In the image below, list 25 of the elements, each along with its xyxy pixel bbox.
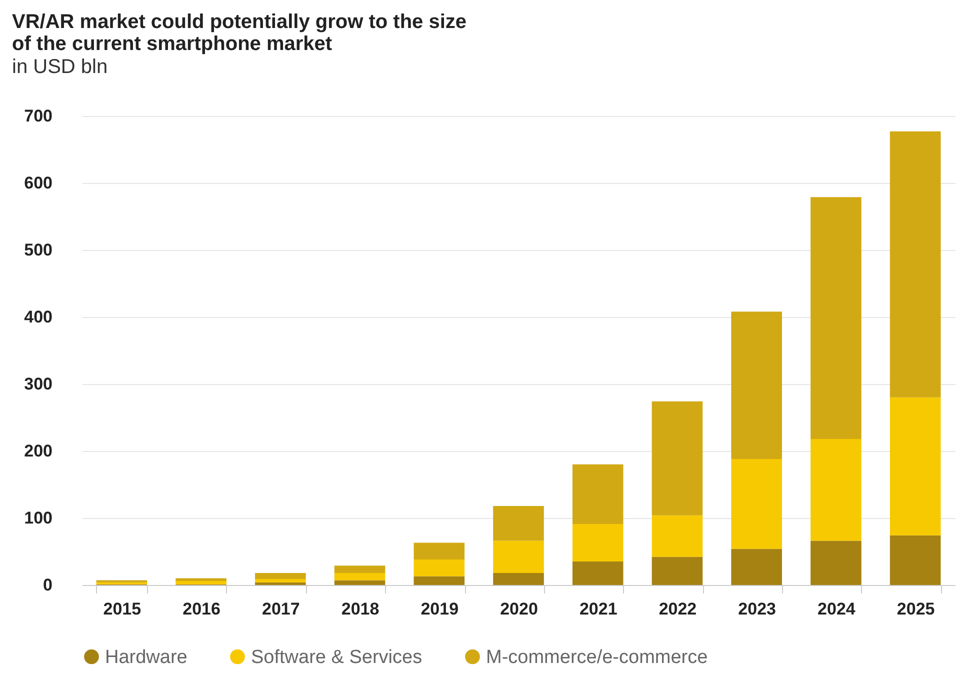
y-tick-label: 600 xyxy=(24,174,52,192)
x-tick-label: 2015 xyxy=(103,600,142,618)
x-tick-label: 2018 xyxy=(341,600,380,618)
x-tick-label: 2025 xyxy=(896,600,935,618)
x-tick-label: 2024 xyxy=(818,600,856,618)
y-tick-label: 400 xyxy=(24,308,52,326)
legend-label: Software & Services xyxy=(251,646,422,668)
legend-label: M-commerce/e-commerce xyxy=(486,646,708,668)
y-tick-label: 300 xyxy=(24,374,52,394)
legend-label: Hardware xyxy=(105,646,188,668)
y-tick-label: 500 xyxy=(24,240,52,260)
x-tick-label: 2017 xyxy=(262,600,300,618)
x-tick-label: 2023 xyxy=(738,600,776,618)
x-tick-label: 2020 xyxy=(500,600,538,618)
y-tick-label: 200 xyxy=(24,442,52,460)
y-tick-label: 700 xyxy=(24,106,52,126)
text: VR/AR market could potentially grow to the size xyxy=(12,11,467,33)
x-tick-label: 2016 xyxy=(182,600,220,618)
x-tick-label: 2021 xyxy=(579,600,618,618)
y-tick-label: 0 xyxy=(43,576,52,594)
x-tick-label: 2019 xyxy=(420,600,459,618)
x-tick-label: 2022 xyxy=(658,600,697,618)
chart-subtitle: in USD bln xyxy=(12,56,108,78)
y-tick-label: 100 xyxy=(24,508,52,528)
text: of the current smartphone market xyxy=(12,33,332,55)
